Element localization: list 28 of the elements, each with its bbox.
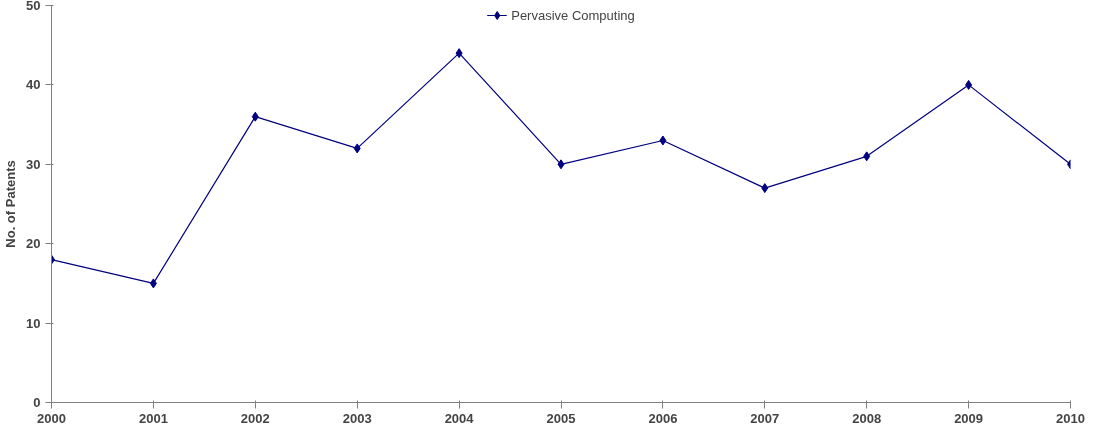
point — [557, 159, 565, 170]
x-tick-label: 2010 — [1056, 410, 1085, 426]
x-tick-label: 2004 — [444, 410, 475, 426]
point — [455, 48, 463, 59]
point — [659, 135, 667, 146]
y-tick-label: 50 — [26, 0, 41, 13]
x-tick-label: 2005 — [546, 410, 576, 426]
point — [965, 79, 973, 90]
point — [149, 278, 157, 289]
x-tick-label: 2002 — [240, 410, 270, 426]
x-tick-label: 2009 — [954, 410, 984, 426]
y-tick-label: 20 — [26, 236, 41, 252]
x-tick-label: 2006 — [648, 410, 678, 426]
legend-label: Pervasive Computing — [511, 7, 635, 23]
y-tick-label: 40 — [26, 77, 41, 93]
y-axis-title: No. of Patents — [3, 160, 19, 248]
y-tick-label: 10 — [26, 315, 41, 331]
point — [251, 111, 259, 122]
point — [353, 143, 361, 154]
x-tick-label: 2007 — [750, 410, 780, 426]
x-tick-label: 2003 — [342, 410, 372, 426]
x-tick-label: 2008 — [852, 410, 882, 426]
y-tick-label: 30 — [26, 156, 41, 172]
point — [761, 183, 769, 194]
x-tick-label: 2000 — [37, 410, 66, 426]
x-tick-label: 2001 — [138, 410, 168, 426]
point — [863, 151, 871, 162]
y-tick-label: 0 — [33, 395, 41, 410]
